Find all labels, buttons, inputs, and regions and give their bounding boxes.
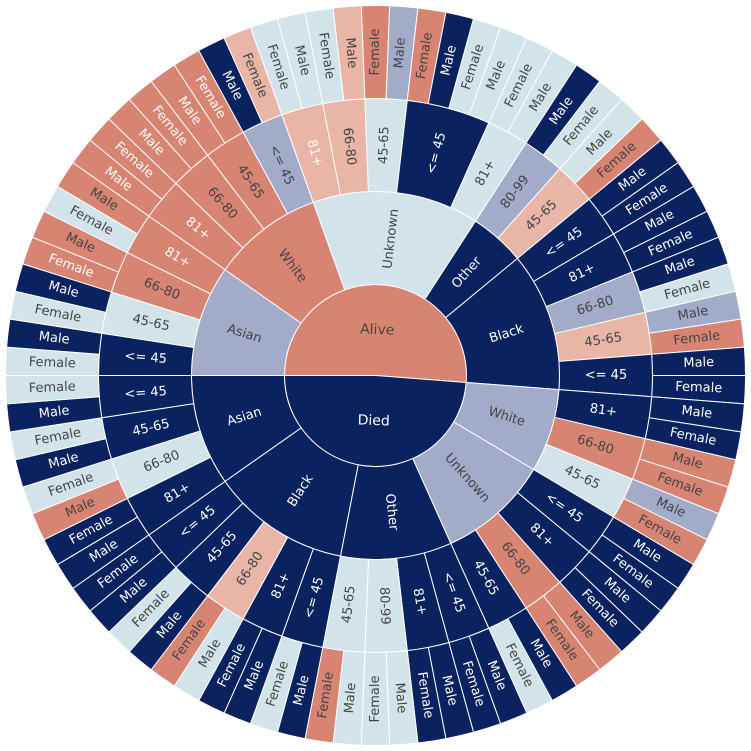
segment-alive-unknown-45-65-female[interactable]: Female [360,5,391,100]
died-asian-le-45-female-arc[interactable] [4,375,100,405]
segment-died-other-80-99-female[interactable]: Female [360,651,391,747]
alive-unknown-45-65-female-arc[interactable] [360,5,391,100]
died-other-80-99-female-arc[interactable] [360,651,391,747]
